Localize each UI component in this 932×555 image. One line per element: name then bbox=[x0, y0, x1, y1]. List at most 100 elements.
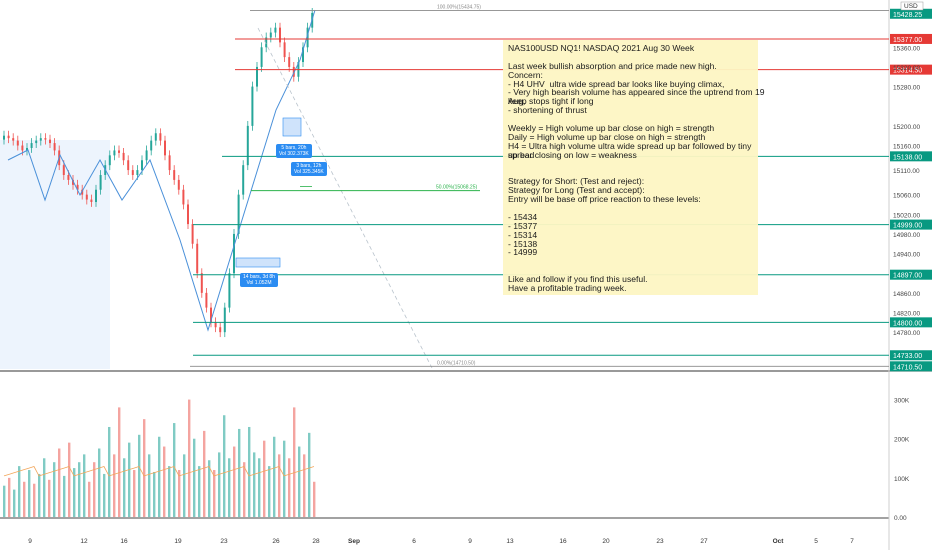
candle-body bbox=[99, 174, 102, 190]
volume-bar bbox=[298, 446, 301, 517]
price-label-bg bbox=[890, 361, 932, 372]
time-tick-label: 13 bbox=[506, 538, 514, 545]
range-box-1 bbox=[282, 117, 302, 137]
candle-body bbox=[251, 86, 254, 126]
candle-body bbox=[177, 179, 180, 190]
candle-body bbox=[187, 204, 189, 225]
volume-bar bbox=[58, 448, 61, 517]
level-tag-label: 15138.00 bbox=[893, 154, 922, 161]
candle-body bbox=[274, 27, 277, 33]
price-tick-label: 15060.00 bbox=[893, 193, 920, 200]
candle-body bbox=[21, 145, 24, 151]
volume-bar bbox=[93, 462, 96, 517]
price-tick-label: 15200.00 bbox=[893, 124, 920, 131]
candle-body bbox=[67, 174, 70, 180]
note-line: - H4 UHV ultra wide spread bar looks lik… bbox=[508, 78, 725, 89]
candle-body bbox=[113, 150, 116, 156]
time-tick-label: Oct bbox=[773, 538, 785, 545]
candle-body bbox=[141, 160, 143, 171]
note-line bbox=[508, 160, 770, 169]
note-line: Entry will be base off price reaction to… bbox=[508, 194, 701, 205]
candle-body bbox=[233, 233, 235, 274]
volume-bar bbox=[228, 458, 231, 517]
volume-bar bbox=[193, 438, 196, 517]
volume-bar bbox=[173, 423, 176, 517]
candle-body bbox=[269, 32, 272, 38]
volume-bar bbox=[38, 473, 41, 517]
volume-bar bbox=[3, 485, 6, 517]
price-tick-label: 15020.00 bbox=[893, 212, 920, 219]
volume-bar bbox=[78, 462, 81, 517]
volume-bar bbox=[283, 440, 286, 517]
volume-bar bbox=[18, 466, 21, 517]
candle-body bbox=[306, 27, 309, 48]
candle-body bbox=[279, 27, 281, 43]
candle-body bbox=[39, 138, 42, 141]
note-line: Strategy for Short: (Test and reject): bbox=[508, 176, 645, 187]
volume-bar bbox=[163, 446, 166, 517]
level-tag-bg bbox=[890, 269, 932, 280]
time-tick-label: 20 bbox=[602, 538, 610, 545]
volume-ma-line bbox=[3, 466, 315, 477]
note-line: Have a profitable trading week. bbox=[508, 283, 627, 294]
candle-body bbox=[26, 147, 28, 151]
price-tick-label: 15160.00 bbox=[893, 144, 920, 151]
range-annotation-3: 14 bars, 3d 8h Vol 1.052M bbox=[240, 273, 278, 287]
volume-tick-label: 0.00 bbox=[894, 515, 907, 522]
volume-bar bbox=[118, 407, 121, 517]
candle-body bbox=[214, 322, 217, 328]
level-tag-label: 15314.50 bbox=[893, 68, 922, 75]
volume-bar bbox=[278, 454, 281, 517]
price-tick-label: 14980.00 bbox=[893, 232, 920, 239]
candle-body bbox=[219, 327, 222, 333]
volume-bar bbox=[68, 442, 71, 517]
volume-bar bbox=[63, 475, 66, 517]
volume-bar bbox=[28, 470, 31, 517]
volume-bar bbox=[218, 452, 221, 517]
candle-body bbox=[159, 133, 162, 141]
text-note-background bbox=[503, 40, 758, 295]
candle-body bbox=[164, 140, 166, 156]
volume-bar bbox=[238, 428, 241, 517]
candle-body bbox=[3, 135, 5, 140]
candle-body bbox=[118, 150, 120, 153]
time-tick-label: 23 bbox=[220, 538, 228, 545]
price-tick-label: 14820.00 bbox=[893, 311, 920, 318]
candle-body bbox=[53, 143, 56, 151]
highlight-zone bbox=[0, 140, 110, 369]
candle-body bbox=[150, 140, 153, 151]
volume-bar bbox=[13, 489, 16, 517]
level-tag-bg bbox=[890, 33, 932, 44]
volume-bar bbox=[248, 426, 251, 517]
time-tick-label: 16 bbox=[559, 538, 567, 545]
candle-body bbox=[154, 133, 157, 141]
candle-body bbox=[205, 292, 208, 308]
level-tag-bg bbox=[890, 219, 932, 230]
range-annotation-1-line1: 5 bars, 20h bbox=[281, 145, 307, 151]
swing-line bbox=[7, 9, 316, 332]
candle-body bbox=[228, 273, 231, 308]
range-annotation-2: 3 bars, 12h Vol 325.345K bbox=[291, 162, 327, 176]
candle-body bbox=[12, 138, 15, 141]
level-tag-bg bbox=[890, 317, 932, 328]
volume-bar bbox=[113, 454, 116, 517]
time-tick-label: 19 bbox=[174, 538, 182, 545]
range-annotation-3-line2: Vol 1.052M bbox=[246, 280, 272, 286]
price-label-text: 15428.25 bbox=[893, 12, 922, 19]
time-tick-label: 23 bbox=[656, 538, 664, 545]
level-tag-label: 14999.00 bbox=[893, 223, 922, 230]
volume-bar bbox=[73, 468, 76, 517]
candle-body bbox=[81, 189, 84, 195]
volume-bar bbox=[153, 471, 156, 517]
price-tick-label: 14780.00 bbox=[893, 330, 920, 337]
note-line: - 15138 bbox=[508, 238, 538, 249]
volume-bar bbox=[263, 440, 266, 517]
level-tag-label: 14897.00 bbox=[893, 273, 922, 280]
text-note: NAS100USD NQ1! NASDAQ 2021 Aug 30 Week La… bbox=[508, 44, 770, 293]
volume-bar bbox=[158, 436, 161, 517]
note-line: Like and follow if you find this useful. bbox=[508, 274, 648, 285]
note-line: Concern: bbox=[508, 69, 543, 80]
volume-bar bbox=[223, 415, 226, 517]
